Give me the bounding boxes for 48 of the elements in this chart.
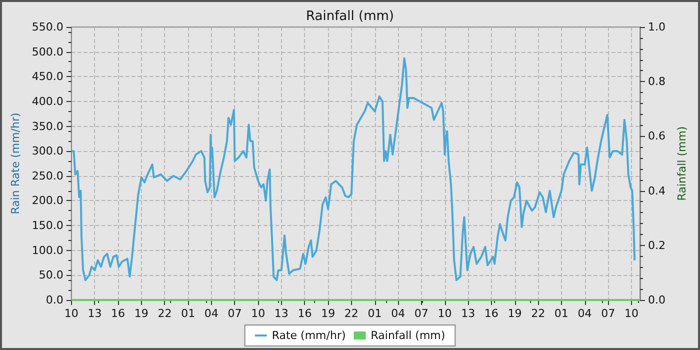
y-tick-label: 350.0 bbox=[32, 120, 64, 133]
x-tick-label: 10 bbox=[251, 307, 266, 320]
x-tick-label: 22 bbox=[344, 307, 358, 320]
y2-tick-label: 0.0 bbox=[648, 294, 666, 306]
x-tick-label: 10 bbox=[438, 307, 452, 320]
y-tick-label: 200.0 bbox=[32, 194, 64, 208]
y-tick-label: 500.0 bbox=[32, 45, 64, 58]
y-tick-label: 100.0 bbox=[32, 244, 64, 257]
x-tick-label: 04 bbox=[578, 307, 592, 320]
x-tick-label: 22 bbox=[158, 307, 172, 320]
x-tick-label: 07 bbox=[228, 307, 242, 320]
x-tick-label: 16 bbox=[484, 307, 498, 320]
y-tick-label: 150.0 bbox=[32, 219, 64, 232]
x-tick-label: 10 bbox=[64, 307, 78, 320]
y-tick-label: 250.0 bbox=[32, 169, 64, 182]
x-tick-label: 10 bbox=[624, 307, 638, 320]
x-tick-label: 16 bbox=[111, 307, 126, 320]
y2-tick-label: 0.2 bbox=[648, 238, 666, 252]
y2-tick-label: 0.8 bbox=[648, 75, 666, 88]
x-tick-label: 01 bbox=[554, 307, 568, 320]
x-tick-label: 13 bbox=[461, 307, 476, 320]
y-tick-label: 450.0 bbox=[32, 70, 64, 84]
legend-label: Rate (mm/hr) bbox=[272, 329, 346, 342]
x-tick-label: 04 bbox=[391, 307, 406, 320]
x-tick-label: 04 bbox=[204, 307, 218, 320]
x-tick-label: 01 bbox=[368, 307, 382, 320]
x-tick-label: 07 bbox=[601, 307, 616, 320]
y2-tick-label: 0.6 bbox=[648, 130, 666, 143]
y2-tick-label: 0.4 bbox=[648, 184, 666, 198]
x-tick-label: 13 bbox=[274, 307, 288, 320]
legend-label: Rainfall (mm) bbox=[370, 329, 446, 342]
x-tick-label: 01 bbox=[181, 307, 196, 320]
y-tick-label: 300.0 bbox=[32, 144, 64, 158]
y2-tick-label: 1.0 bbox=[648, 20, 666, 34]
x-tick-label: 22 bbox=[531, 307, 546, 320]
y2-axis-title: Rainfall (mm) bbox=[675, 126, 688, 201]
x-tick-label: 19 bbox=[321, 307, 336, 320]
x-tick-label: 19 bbox=[508, 307, 522, 320]
y-axis-title: Rain Rate (mm/hr) bbox=[9, 112, 22, 214]
x-tick-label: 16 bbox=[298, 307, 312, 320]
x-tick-label: 07 bbox=[414, 307, 428, 320]
y-tick-label: 400.0 bbox=[32, 94, 64, 108]
y-tick-label: 550.0 bbox=[32, 20, 64, 34]
x-tick-label: 13 bbox=[88, 307, 102, 320]
chart-title: Rainfall (mm) bbox=[306, 9, 394, 24]
x-tick-label: 19 bbox=[134, 307, 148, 320]
y-tick-label: 0.0 bbox=[46, 294, 64, 306]
y-tick-label: 50.0 bbox=[38, 268, 64, 282]
